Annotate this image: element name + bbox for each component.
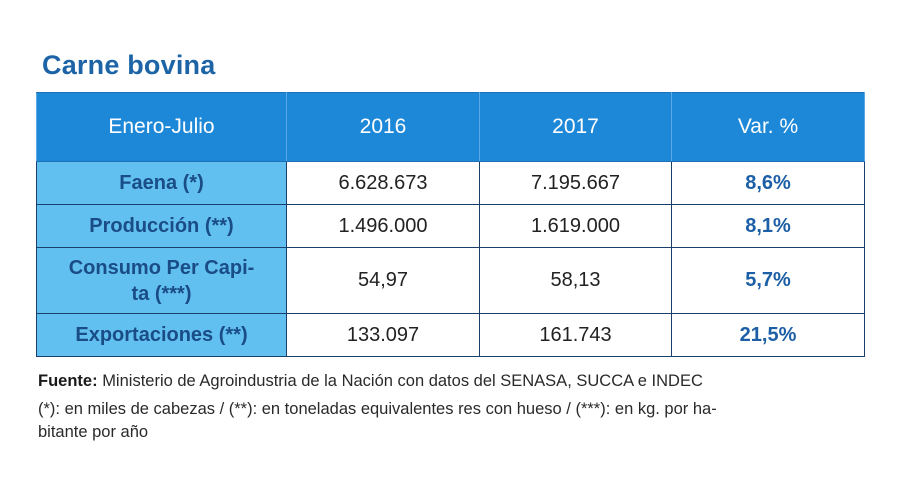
cell-2016: 1.496.000 bbox=[286, 204, 480, 248]
table-header-row: Enero-Julio 2016 2017 Var. % bbox=[36, 92, 865, 162]
cell-2017: 161.743 bbox=[479, 313, 672, 357]
cell-variation: 8,6% bbox=[671, 161, 865, 205]
header-period: Enero-Julio bbox=[36, 92, 287, 162]
table-row: Exportaciones (**) 133.097 161.743 21,5% bbox=[36, 313, 865, 357]
row-label: Faena (*) bbox=[36, 161, 287, 205]
table-row: Faena (*) 6.628.673 7.195.667 8,6% bbox=[36, 161, 865, 205]
cell-variation: 8,1% bbox=[671, 204, 865, 248]
cell-2017: 58,13 bbox=[479, 247, 672, 314]
table-row: Consumo Per Capi- ta (***) 54,97 58,13 5… bbox=[36, 247, 865, 314]
table-row: Producción (**) 1.496.000 1.619.000 8,1% bbox=[36, 204, 865, 248]
cell-2016: 6.628.673 bbox=[286, 161, 480, 205]
legend-line: (*): en miles de cabezas / (**): en tone… bbox=[38, 400, 717, 418]
page-title: Carne bovina bbox=[42, 50, 216, 80]
header-2016: 2016 bbox=[286, 92, 480, 162]
source-text: Ministerio de Agroindustria de la Nación… bbox=[102, 372, 703, 390]
data-table: Enero-Julio 2016 2017 Var. % Faena (*) 6… bbox=[36, 92, 865, 357]
cell-2017: 1.619.000 bbox=[479, 204, 672, 248]
source-label: Fuente: bbox=[38, 372, 98, 390]
cell-2016: 54,97 bbox=[286, 247, 480, 314]
legend-line: bitante por año bbox=[38, 423, 149, 441]
source-note: Fuente: Ministerio de Agroindustria de l… bbox=[38, 370, 866, 393]
legend-note: (*): en miles de cabezas / (**): en tone… bbox=[38, 398, 866, 444]
footnotes: Fuente: Ministerio de Agroindustria de l… bbox=[38, 370, 866, 449]
cell-variation: 21,5% bbox=[671, 313, 865, 357]
row-label: Producción (**) bbox=[36, 204, 287, 248]
row-label: Exportaciones (**) bbox=[36, 313, 287, 357]
cell-2017: 7.195.667 bbox=[479, 161, 672, 205]
row-label-line: ta (***) bbox=[131, 282, 192, 305]
cell-2016: 133.097 bbox=[286, 313, 480, 357]
header-2017: 2017 bbox=[479, 92, 672, 162]
header-variation: Var. % bbox=[671, 92, 865, 162]
row-label: Consumo Per Capi- ta (***) bbox=[36, 247, 287, 314]
row-label-line: Consumo Per Capi- bbox=[68, 256, 255, 279]
cell-variation: 5,7% bbox=[671, 247, 865, 314]
